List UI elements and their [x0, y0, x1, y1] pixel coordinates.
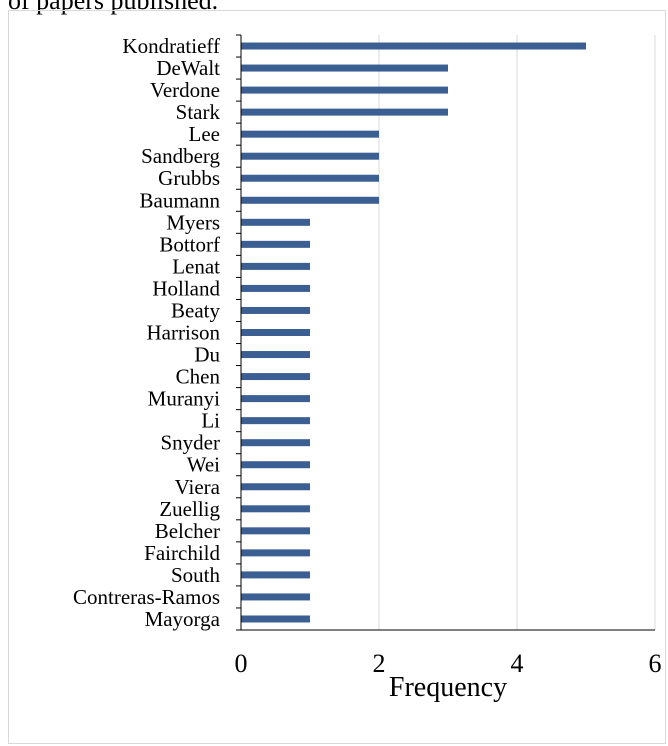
category-label-harrison: Harrison	[147, 321, 221, 345]
bar-baumann	[241, 196, 379, 204]
category-label-fairchild: Fairchild	[144, 541, 220, 565]
category-label-myers: Myers	[166, 210, 220, 234]
bar-south	[241, 571, 310, 579]
category-label-stark: Stark	[176, 100, 221, 124]
bar-belcher	[241, 527, 310, 535]
x-tick-labels: 0 2 4 6	[235, 649, 662, 678]
bar-mayorga	[241, 615, 310, 623]
bar-harrison	[241, 329, 310, 336]
category-label-baumann: Baumann	[140, 188, 221, 212]
bars	[241, 42, 586, 623]
category-label-mayorga: Mayorga	[145, 607, 221, 631]
category-label-lee: Lee	[189, 122, 220, 146]
bar-du	[241, 351, 310, 359]
bar-muranyi	[241, 395, 310, 403]
category-label-chen: Chen	[176, 365, 221, 389]
bar-viera	[241, 483, 310, 491]
bar-fairchild	[241, 549, 310, 557]
category-label-sandberg: Sandberg	[141, 144, 220, 168]
bar-sandberg	[241, 152, 379, 160]
bar-snyder	[241, 439, 310, 447]
category-label-wei: Wei	[187, 453, 220, 477]
bar-kondratieff	[241, 42, 586, 50]
category-label-zuellig: Zuellig	[159, 497, 220, 521]
bar-bottorf	[241, 240, 310, 248]
axes	[236, 34, 655, 631]
category-labels: KondratieffDeWaltVerdoneStarkLeeSandberg…	[73, 34, 221, 631]
category-label-muranyi: Muranyi	[148, 387, 220, 411]
bar-grubbs	[241, 174, 379, 182]
bar-contreras-ramos	[241, 593, 310, 601]
chart-frame	[8, 10, 666, 744]
bar-chen	[241, 373, 310, 381]
category-label-lenat: Lenat	[172, 254, 220, 278]
category-label-beaty: Beaty	[171, 298, 220, 322]
bar-zuellig	[241, 505, 310, 513]
bar-myers	[241, 218, 310, 226]
x-tick-label-2: 2	[373, 649, 386, 678]
gridlines	[378, 35, 656, 630]
bar-wei	[241, 461, 310, 469]
category-label-li: Li	[201, 409, 220, 433]
category-label-south: South	[171, 563, 221, 587]
category-label-grubbs: Grubbs	[158, 166, 220, 190]
bar-holland	[241, 284, 310, 292]
figure-caption: of papers published.	[8, 0, 219, 15]
category-label-kondratieff: Kondratieff	[122, 34, 220, 58]
bar-lenat	[241, 262, 310, 270]
bar-li	[241, 417, 310, 425]
x-tick-label-0: 0	[235, 649, 248, 678]
bar-dewalt	[241, 64, 448, 72]
category-label-snyder: Snyder	[161, 431, 221, 455]
category-label-belcher: Belcher	[155, 519, 220, 543]
category-label-contreras-ramos: Contreras-Ramos	[73, 585, 220, 609]
bar-beaty	[241, 306, 310, 314]
x-tick-label-6: 6	[649, 649, 662, 678]
bar-stark	[241, 108, 448, 116]
category-label-viera: Viera	[175, 475, 221, 499]
category-label-dewalt: DeWalt	[156, 56, 220, 80]
category-label-verdone: Verdone	[150, 78, 220, 102]
category-label-holland: Holland	[152, 276, 220, 300]
category-label-du: Du	[194, 343, 220, 367]
bar-verdone	[241, 86, 448, 94]
x-tick-label-4: 4	[511, 649, 524, 678]
bar-lee	[241, 130, 379, 138]
category-label-bottorf: Bottorf	[159, 232, 220, 256]
x-axis-title: Frequency	[389, 672, 507, 703]
